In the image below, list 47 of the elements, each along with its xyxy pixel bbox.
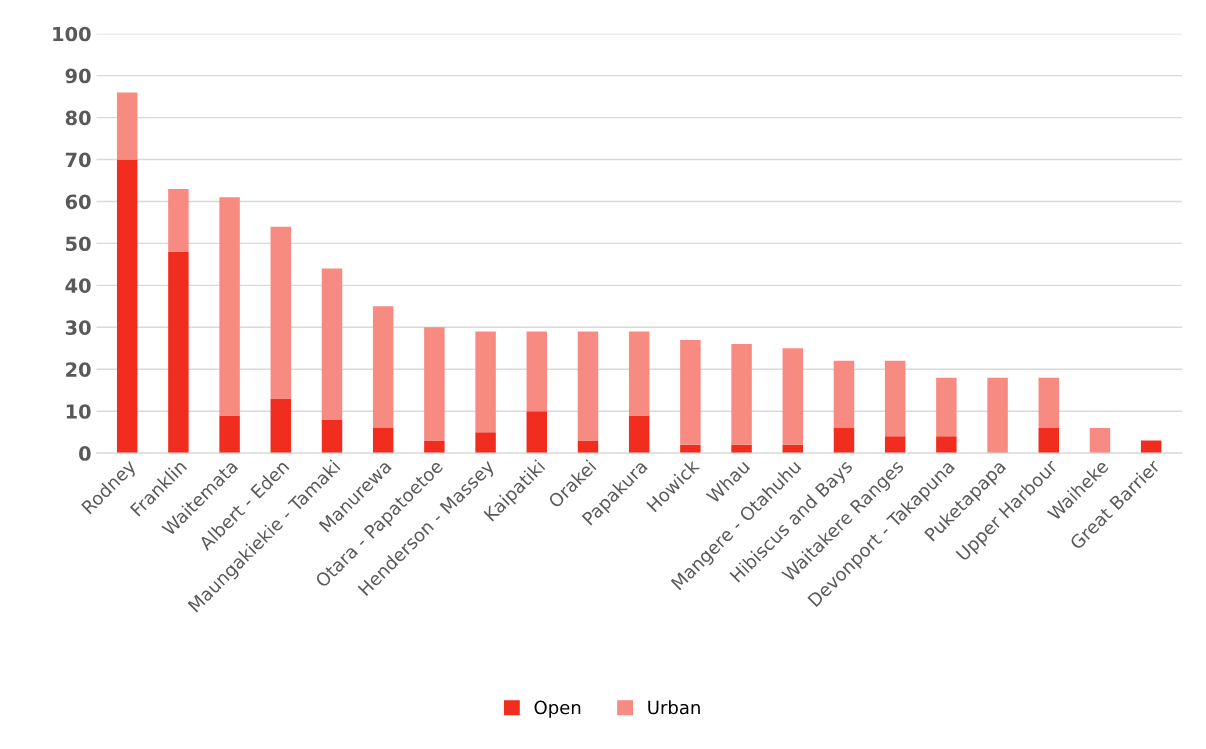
bar: [628, 415, 650, 454]
bar: [1089, 427, 1111, 454]
bar: [782, 348, 804, 445]
bar: [884, 360, 906, 437]
bar: [475, 331, 496, 433]
bar: [526, 331, 548, 412]
legend-label: Urban: [648, 700, 700, 715]
bar: [936, 377, 957, 437]
bar: [116, 92, 138, 160]
bar: [987, 377, 1008, 454]
bar: [1038, 427, 1059, 454]
bar: [731, 344, 752, 445]
y-tick-label: 30: [65, 320, 91, 335]
bar: [219, 415, 240, 454]
bar: [219, 197, 240, 416]
bar: [833, 427, 855, 454]
bar: [270, 226, 292, 399]
y-tick-label: 80: [65, 110, 91, 126]
legend-label: Open: [534, 700, 581, 718]
bar: [475, 432, 496, 454]
y-tick-label: 0: [79, 446, 91, 461]
bar: [321, 419, 343, 454]
bar: [424, 440, 445, 454]
y-tick-label: 20: [66, 362, 91, 377]
bar: [526, 411, 548, 454]
bar: [577, 331, 599, 441]
bar: [116, 159, 138, 454]
bar: [833, 360, 855, 428]
y-tick-label: 50: [66, 236, 91, 252]
bar: [936, 436, 957, 454]
y-tick-label: 90: [65, 68, 91, 84]
bar: [628, 331, 650, 416]
y-tick-label: 60: [65, 194, 91, 210]
bar: [1038, 377, 1059, 428]
bar: [680, 339, 701, 445]
bar: [372, 306, 394, 428]
bar: [884, 436, 906, 454]
y-tick-label: 10: [66, 404, 91, 419]
bar: [168, 251, 189, 454]
bar: [270, 398, 292, 454]
y-tick-label: 100: [53, 26, 91, 42]
bar: [372, 427, 394, 454]
bar: [424, 327, 445, 441]
bar: [168, 188, 189, 252]
y-tick-label: 40: [65, 278, 91, 294]
y-tick-label: 70: [65, 152, 91, 168]
bar: [321, 268, 343, 420]
